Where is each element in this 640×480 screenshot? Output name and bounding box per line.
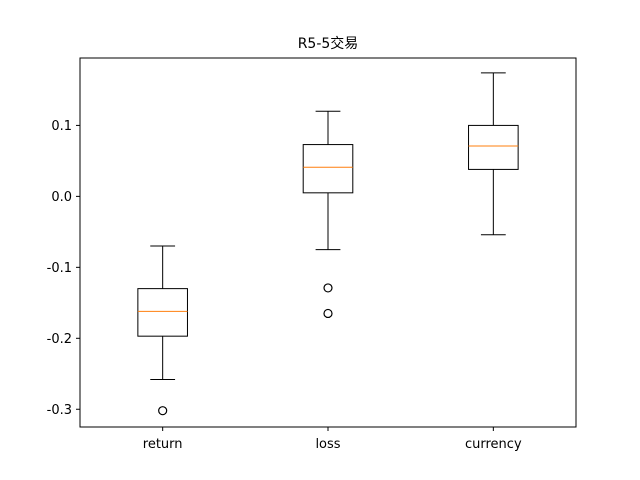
iqr-box: [468, 124, 519, 170]
outlier-point: [323, 308, 333, 319]
box-return: [137, 245, 188, 416]
outlier-point: [158, 406, 168, 416]
iqr-box: [302, 144, 354, 194]
x-tick-label: loss: [315, 437, 340, 452]
box-currency: [468, 72, 519, 236]
y-tick-label: 0.1: [51, 119, 72, 134]
box-series: [137, 72, 519, 416]
y-tick-label: 0.0: [51, 190, 72, 205]
outlier-point: [323, 283, 333, 293]
box-loss: [302, 110, 354, 319]
y-axis: 0.1 0.0 -0.1 -0.2 -0.3: [47, 119, 80, 418]
iqr-box: [137, 288, 188, 337]
x-tick-label: return: [143, 437, 183, 452]
x-tick-label: currency: [465, 437, 522, 452]
y-tick-label: -0.1: [47, 261, 72, 276]
chart-title: R5-5交易: [298, 35, 359, 52]
y-tick-label: -0.3: [47, 403, 72, 418]
x-axis: return loss currency: [143, 427, 522, 452]
y-tick-label: -0.2: [47, 332, 72, 347]
